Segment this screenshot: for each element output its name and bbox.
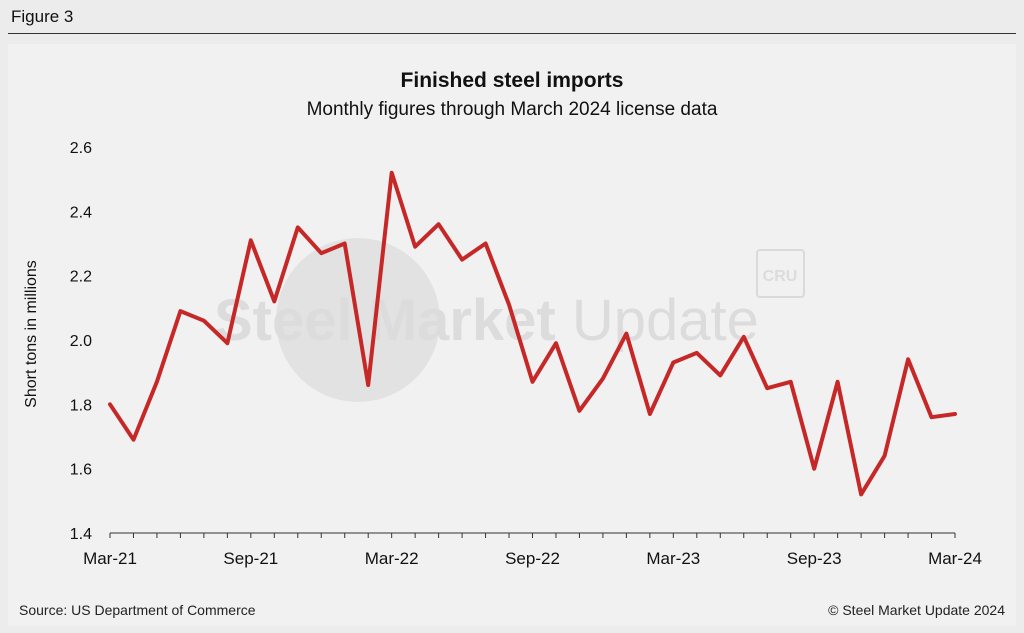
- y-tick-label: 2.0: [70, 333, 92, 350]
- x-tick-label: Sep-21: [223, 549, 278, 568]
- y-tick-label: 1.8: [70, 397, 92, 414]
- watermark: Steel Market Update CRU: [214, 238, 805, 402]
- x-tick-label: Mar-24: [928, 549, 982, 568]
- y-tick-label: 2.2: [70, 269, 92, 286]
- chart-panel: [8, 44, 1016, 626]
- x-tick-label: Sep-23: [787, 549, 842, 568]
- watermark-badge: [756, 249, 805, 298]
- x-axis: Mar-21 Sep-21 Mar-22 Sep-22 Mar-23 Sep-23 Mar-…: [83, 533, 982, 568]
- chart-title: Finished steel imports: [400, 69, 624, 92]
- x-tick-label: Mar-21: [83, 549, 137, 568]
- watermark-text: Steel Market Update: [214, 288, 759, 353]
- watermark-badge-text: CRU: [763, 268, 798, 285]
- x-tick-label: Mar-23: [646, 549, 700, 568]
- y-tick-label: 1.6: [70, 462, 92, 479]
- y-tick-label: 1.4: [70, 526, 92, 543]
- chart-subtitle: Monthly figures through March 2024 licen…: [306, 99, 718, 120]
- watermark-text-bold: Steel Market: [214, 288, 556, 353]
- figure-label: Figure 3: [11, 7, 74, 26]
- source-note: Source: US Department of Commerce: [19, 602, 256, 618]
- series-line-finished-steel-imports: [108, 170, 957, 497]
- y-axis-title: Short tons in millions: [23, 260, 40, 408]
- copyright-note: © Steel Market Update 2024: [828, 602, 1005, 618]
- y-tick-label: 2.6: [70, 140, 92, 157]
- x-tick-label: Mar-22: [365, 549, 419, 568]
- x-tick-label: Sep-22: [505, 549, 560, 568]
- watermark-text-light: Update: [556, 288, 759, 353]
- header-rule: [8, 33, 1016, 34]
- y-axis: 1.4 1.6 1.8 2.0 2.2 2.4 2.6: [70, 140, 92, 543]
- y-tick-label: 2.4: [70, 204, 92, 221]
